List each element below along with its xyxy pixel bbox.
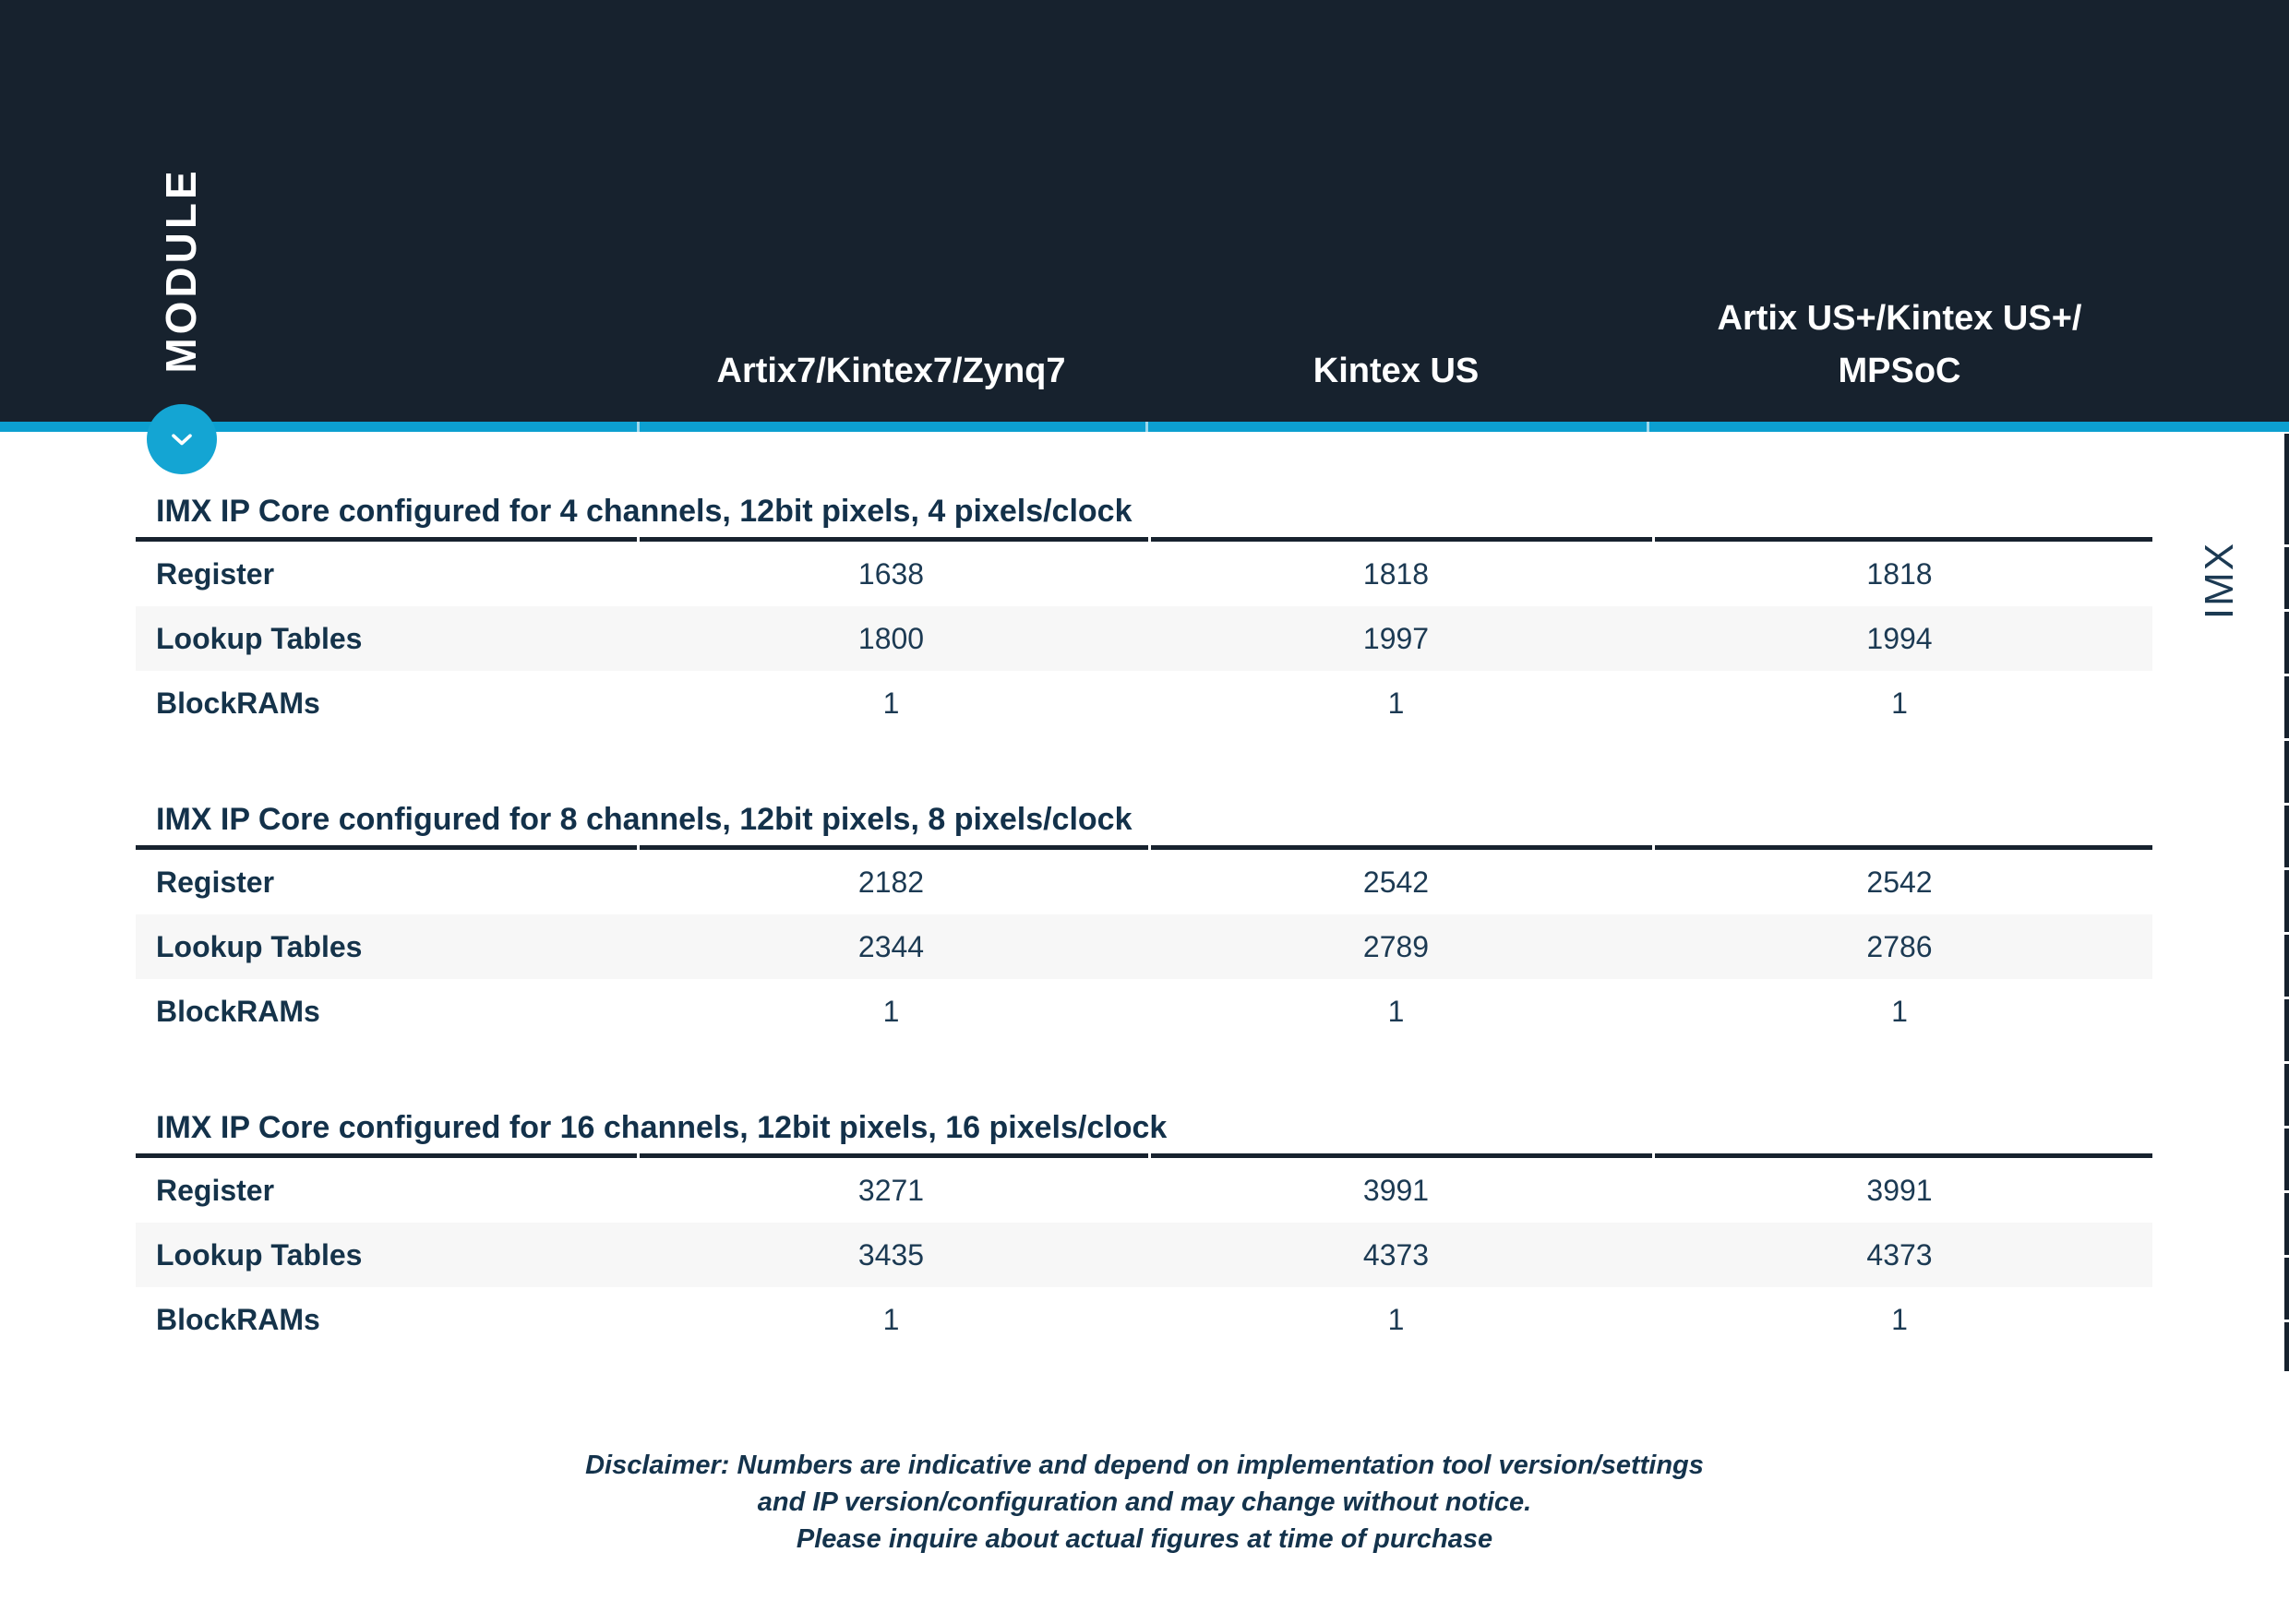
imx-side-label: IMX: [2197, 541, 2242, 620]
section-4-channels: IMX IP Core configured for 4 channels, 1…: [136, 494, 2152, 735]
cell-value: 2789: [1362, 929, 1430, 963]
table-row: Register 2182 2542 2542: [136, 850, 2152, 914]
row-label: Lookup Tables: [156, 929, 363, 963]
table-row: Lookup Tables 1800 1997 1994: [136, 606, 2152, 671]
cell-value: 1994: [1866, 621, 1933, 655]
disclaimer-line: Please inquire about actual figures at t…: [796, 1524, 1493, 1554]
column-header-artix7: Artix7/Kintex7/Zynq7: [716, 352, 1066, 390]
row-label: Register: [156, 865, 275, 899]
section-16-channels: IMX IP Core configured for 16 channels, …: [136, 1110, 2152, 1352]
column-header-kintex-us: Kintex US: [1312, 352, 1480, 390]
section-title: IMX IP Core configured for 8 channels, 1…: [156, 802, 1133, 837]
cell-value: 1: [1891, 1302, 1908, 1336]
section-title: IMX IP Core configured for 16 channels, …: [156, 1110, 1168, 1145]
table-row: Register 1638 1818 1818: [136, 542, 2152, 606]
cell-value: 1: [1387, 1302, 1405, 1336]
right-edge-border-segments: [2284, 483, 2289, 1371]
section-8-channels: IMX IP Core configured for 8 channels, 1…: [136, 802, 2152, 1044]
section-rule: [136, 1153, 2152, 1158]
row-label: Register: [156, 556, 275, 591]
table-row: Register 3271 3991 3991: [136, 1158, 2152, 1223]
column-header-artix-usplus: Artix US+/Kintex US+/ MPSoC: [1717, 299, 2082, 390]
table-row: BlockRAMs 1 1 1: [136, 979, 2152, 1044]
module-vertical-label: MODULE: [157, 167, 205, 374]
disclaimer-line: Disclaimer: Numbers are indicative and d…: [585, 1451, 1704, 1480]
table-row: Lookup Tables 3435 4373 4373: [136, 1223, 2152, 1287]
cell-value: 2786: [1866, 929, 1933, 963]
row-label: Lookup Tables: [156, 1237, 363, 1272]
row-label: BlockRAMs: [156, 686, 320, 720]
divider-notch: [637, 422, 640, 432]
table-row: BlockRAMs 1 1 1: [136, 1287, 2152, 1352]
right-edge-border: [2284, 434, 2289, 483]
cell-value: 1: [882, 994, 900, 1028]
cell-value: 1818: [1866, 556, 1933, 591]
cell-value: 2182: [857, 865, 925, 899]
table-row: BlockRAMs 1 1 1: [136, 671, 2152, 735]
chevron-down-icon: [165, 423, 198, 456]
row-label: BlockRAMs: [156, 1302, 320, 1336]
cell-value: 1: [1891, 686, 1908, 720]
row-label: Lookup Tables: [156, 621, 363, 655]
cell-value: 1: [1387, 686, 1405, 720]
cell-value: 4373: [1866, 1237, 1933, 1272]
cell-value: 1: [882, 686, 900, 720]
cell-value: 2542: [1866, 865, 1933, 899]
cell-value: 2542: [1362, 865, 1430, 899]
table-row: Lookup Tables 2344 2789 2786: [136, 914, 2152, 979]
cell-value: 1818: [1362, 556, 1430, 591]
disclaimer-text: Disclaimer: Numbers are indicative and d…: [0, 1447, 2289, 1558]
cell-value: 1: [1387, 994, 1405, 1028]
cell-value: 1800: [857, 621, 925, 655]
divider-notch: [1647, 422, 1649, 432]
cell-value: 3435: [857, 1237, 925, 1272]
cell-value: 1: [882, 1302, 900, 1336]
cell-value: 3271: [857, 1173, 925, 1207]
accordion-expand-button[interactable]: [147, 404, 217, 474]
cell-value: 1997: [1362, 621, 1430, 655]
accent-divider-line: [0, 422, 2289, 432]
accordion-header: MODULE Artix7/Kintex7/Zynq7 Kintex US Ar…: [0, 0, 2289, 422]
cell-value: 2344: [857, 929, 925, 963]
section-rule: [136, 537, 2152, 542]
cell-value: 1: [1891, 994, 1908, 1028]
divider-notch: [1145, 422, 1148, 432]
cell-value: 3991: [1362, 1173, 1430, 1207]
cell-value: 3991: [1866, 1173, 1933, 1207]
row-label: Register: [156, 1173, 275, 1207]
cell-value: 4373: [1362, 1237, 1430, 1272]
cell-value: 1638: [857, 556, 925, 591]
section-title: IMX IP Core configured for 4 channels, 1…: [156, 494, 1133, 529]
column-headers: Artix7/Kintex7/Zynq7 Kintex US Artix US+…: [637, 0, 2152, 422]
disclaimer-line: and IP version/configuration and may cha…: [757, 1487, 1532, 1517]
section-rule: [136, 845, 2152, 850]
row-label: BlockRAMs: [156, 994, 320, 1028]
